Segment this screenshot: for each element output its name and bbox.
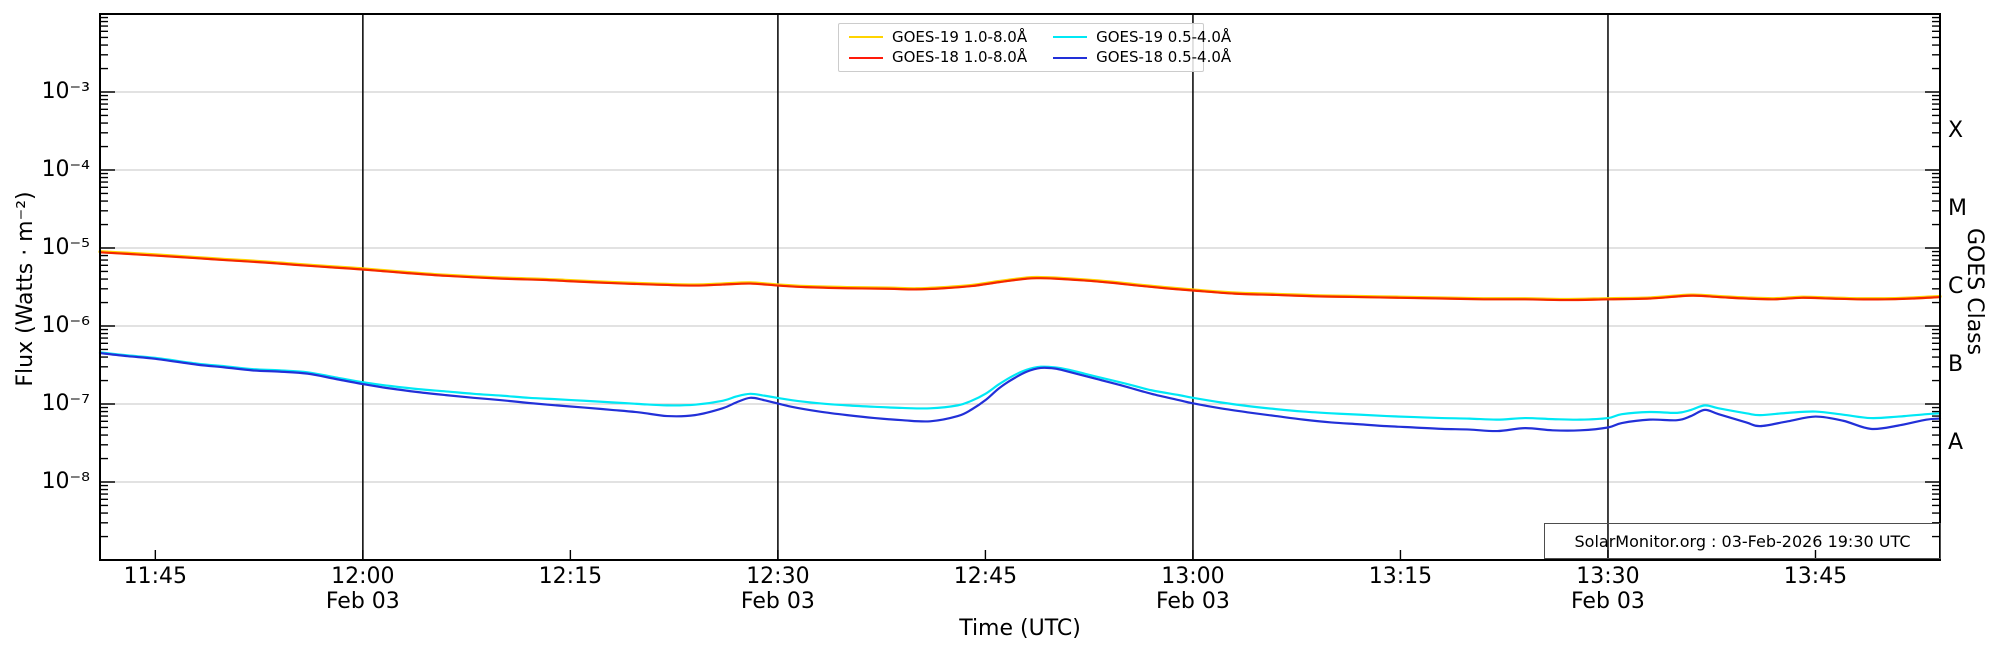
legend-item-goes19-short: GOES-19 0.5-4.0Å [1053, 27, 1232, 46]
series-goes-19-1-0-8-0- [98, 250, 1942, 302]
y-tick-label: 10⁻⁵ [41, 235, 90, 260]
legend-item-label: GOES-18 0.5-4.0Å [1096, 48, 1232, 67]
legend-item-label: GOES-18 1.0-8.0Å [892, 48, 1028, 67]
legend-line-swatch [849, 56, 883, 59]
decade-gridlines [100, 91, 1940, 483]
y-tick-label: 10⁻⁸ [41, 469, 90, 494]
y-tick-label: 10⁻⁴ [41, 157, 90, 182]
x-tick-label: 13:30 [1576, 564, 1640, 589]
x-tick-label: 12:45 [953, 564, 1018, 589]
goes-class-letter: M [1948, 196, 1967, 221]
y-axis-right-title: GOES Class [1962, 228, 1987, 356]
x-tick-label: 13:00 [1161, 564, 1225, 589]
x-tick-label: 11:45 [123, 564, 188, 589]
plot-frame [99, 13, 1941, 561]
goes-class-letter: C [1948, 274, 1964, 299]
x-tick-label: 13:15 [1368, 564, 1433, 589]
legend-item-goes18-long: GOES-18 1.0-8.0Å [849, 49, 1027, 66]
x-tick-label: 12:00 [331, 564, 395, 589]
x-date-label: Feb 03 [1570, 589, 1645, 614]
legend-item-label: GOES-19 1.0-8.0Å [892, 27, 1028, 46]
x-axis-title: Time (UTC) [959, 616, 1081, 641]
x-date-label: Feb 03 [325, 589, 400, 614]
series-goes-18-1-0-8-0- [98, 251, 1942, 302]
goes-class-letter: X [1948, 118, 1964, 143]
flux-series [98, 250, 1942, 433]
legend-item-label: GOES-19 0.5-4.0Å [1096, 27, 1232, 46]
series-goes-18-0-5-4-0- [98, 351, 1942, 433]
solarmonitor-timestamp: SolarMonitor.org : 03-Feb-2026 19:30 UTC [1544, 523, 1941, 559]
goes-class-letter: A [1948, 430, 1964, 455]
legend-line-swatch [849, 36, 883, 39]
y-tick-label: 10⁻⁶ [41, 313, 90, 338]
goes-class-letter: B [1948, 352, 1964, 377]
legend-item-goes18-short: GOES-18 0.5-4.0Å [1053, 49, 1231, 66]
legend: GOES-19 1.0-8.0Å GOES-18 1.0-8.0Å GOES-1… [838, 23, 1231, 72]
day-boundary-lines [362, 14, 1609, 560]
x-tick-label: 12:15 [538, 564, 603, 589]
y-tick-label: 10⁻⁷ [41, 391, 90, 416]
axis-ticks [100, 16, 1940, 560]
x-tick-label: 13:45 [1783, 564, 1848, 589]
x-date-label: Feb 03 [740, 589, 815, 614]
x-tick-label: 12:30 [746, 564, 810, 589]
legend-item-goes19-long: GOES-19 1.0-8.0Å [849, 27, 1028, 46]
legend-line-swatch [1053, 36, 1088, 39]
x-date-label: Feb 03 [1155, 589, 1230, 614]
series-goes-19-0-5-4-0- [98, 351, 1942, 421]
y-tick-label: 10⁻³ [41, 79, 90, 104]
legend-line-swatch [1053, 56, 1088, 59]
